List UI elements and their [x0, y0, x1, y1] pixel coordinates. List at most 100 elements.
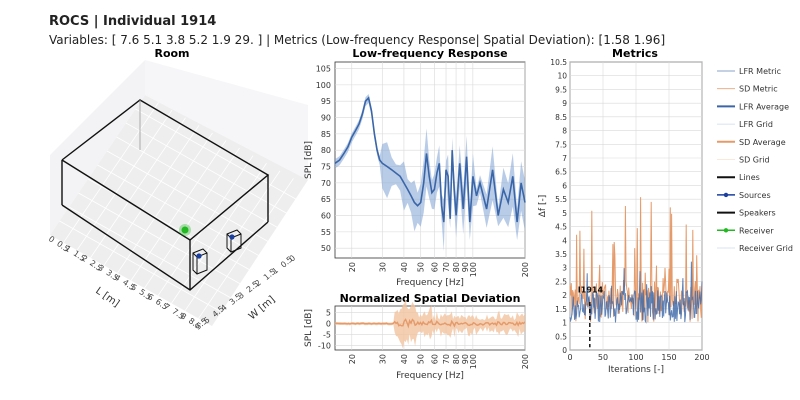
sd-ylabel: SPL [dB]: [304, 309, 314, 347]
lfr-y-tick: 90: [321, 114, 331, 123]
lfr-y-tick: 105: [316, 65, 331, 74]
sd-x-tick: 70: [442, 354, 451, 364]
lfr-xlabel: Frequency [Hz]: [396, 278, 464, 288]
room-y-tick: 5: [202, 315, 212, 325]
lfr-x-tick: 90: [461, 262, 470, 272]
lfr-x-tick: 50: [417, 262, 426, 272]
sd-title: Normalized Spatial Deviation: [340, 292, 521, 305]
source-marker-2: [229, 234, 235, 240]
sd-y-tick: -10: [318, 342, 331, 351]
lfr-x-tick: 20: [348, 262, 357, 272]
legend-marker: [723, 228, 729, 233]
legend-item-label: Sources: [739, 191, 771, 200]
room-back-wall-right: [145, 60, 308, 180]
sd-x-tick: 40: [400, 354, 409, 364]
sd-x-tick: 200: [521, 354, 530, 369]
legend-item-label: LFR Grid: [739, 120, 773, 129]
metrics-y-tick: 3: [562, 264, 567, 273]
metrics-x-tick: 150: [661, 353, 676, 362]
metrics-y-tick: 7.5: [555, 140, 567, 149]
metrics-y-tick: 10.5: [550, 58, 567, 67]
lfr-x-tick: 40: [400, 262, 409, 272]
lfr-grid-band: [335, 94, 525, 252]
legend-item-label: SD Average: [739, 138, 786, 147]
metrics-y-ticks: 0 0.5 1 1.5 2 2.5 3 3.5 4 4.5 5 5.5 6 6.5 7 7.5 8 8.5 9 9.5…: [550, 58, 567, 355]
metrics-y-tick: 9: [562, 99, 567, 108]
sd-x-tick: 100: [469, 354, 478, 369]
sd-y-tick: -5: [323, 331, 331, 340]
metrics-y-tick: 7: [562, 154, 567, 163]
sd-plot[interactable]: Normalized Spatial Deviation 5 0 -5 -10 20 3…: [304, 292, 530, 381]
metrics-y-tick: 5.5: [555, 195, 567, 204]
lfr-y-tick: 100: [316, 81, 331, 90]
lfr-plot[interactable]: Low-frequency Response 50 55 60 65 70 75 80 85 9…: [304, 47, 530, 288]
metrics-y-tick: 5: [562, 209, 567, 218]
lfr-metric-line: [569, 261, 703, 324]
lfr-title: Low-frequency Response: [352, 47, 507, 60]
metrics-ylabel: Δf [-]: [538, 195, 548, 217]
sd-y-ticks: 5 0 -5 -10: [318, 309, 331, 351]
lfr-x-tick: 100: [469, 262, 478, 277]
metrics-x-tick: 0: [567, 353, 572, 362]
metrics-x-tick: 50: [598, 353, 608, 362]
legend-item-label: Receiver Grid: [739, 244, 793, 253]
metrics-y-tick: 6.5: [555, 168, 567, 177]
room-x-tick: 8: [179, 311, 188, 321]
room-x-tick: 2: [80, 254, 89, 264]
sd-x-tick: 90: [461, 354, 470, 364]
metrics-y-tick: 0.5: [555, 332, 567, 341]
lfr-y-ticks: 50 55 60 65 70 75 80 85 90 95 100 105: [316, 65, 331, 254]
sd-average-line: [334, 318, 526, 329]
sd-x-tick: 20: [348, 354, 357, 364]
receiver-marker: [181, 226, 189, 234]
metrics-x-tick: 100: [628, 353, 643, 362]
sd-y-tick: 0: [326, 320, 331, 329]
room-y-tick: 1: [270, 266, 280, 276]
sd-x-tick: 60: [430, 354, 439, 364]
legend-item-label: SD Metric: [739, 85, 778, 94]
room-x-tick: 5: [129, 283, 138, 293]
lfr-y-tick: 60: [321, 212, 331, 221]
individual-marker-label: I1914: [578, 285, 604, 294]
room-y-tick: 2: [253, 278, 263, 288]
room-3d-plot[interactable]: Room 00.511.522.533.544.555.566.577.: [47, 47, 308, 332]
metrics-x-tick: 200: [694, 353, 709, 362]
room-y-tick: 0: [288, 253, 298, 263]
legend-item-label: Lines: [739, 173, 760, 182]
metrics-plot[interactable]: Metrics I1914 0 0.5 1 1.5 2 2.5 3 3.5 4 4.5 5 5.5 6 6…: [538, 47, 710, 375]
metrics-xlabel: Iterations [-]: [608, 365, 664, 375]
legend-marker: [723, 192, 729, 198]
room-title: Room: [154, 47, 189, 60]
metrics-y-tick: 8: [562, 127, 567, 136]
room-ylabel: W [m]: [247, 294, 278, 322]
metrics-y-tick: 0: [562, 346, 567, 355]
lfr-y-tick: 95: [321, 97, 331, 106]
lfr-frame: [334, 61, 526, 259]
lfr-y-tick: 75: [321, 163, 331, 172]
metrics-y-tick: 1: [562, 319, 567, 328]
metrics-y-tick: 4: [562, 236, 567, 245]
metrics-y-tick: 9.5: [555, 85, 567, 94]
sd-y-tick: 5: [326, 309, 331, 318]
lfr-y-tick: 55: [321, 228, 331, 237]
lfr-x-tick: 70: [442, 262, 451, 272]
metrics-y-tick: 2: [562, 291, 567, 300]
speaker-1: [192, 248, 208, 275]
room-y-tick: 4: [219, 303, 229, 313]
sd-grid-band: [335, 299, 525, 349]
lfr-y-tick: 85: [321, 130, 331, 139]
room-x-tick: 4: [113, 273, 122, 283]
legend-item-label: SD Grid: [739, 156, 770, 165]
room-x-tick: 1: [63, 244, 72, 254]
lfr-x-tick: 30: [378, 262, 387, 272]
sd-x-tick: 30: [378, 354, 387, 364]
legend[interactable]: LFR Metric SD Metric LFR Average LFR Grid SD…: [717, 67, 793, 253]
variables-line: Variables: [ 7.6 5.1 3.8 5.2 1.9 29. ] |…: [49, 33, 666, 47]
room-x-tick: 7: [162, 302, 171, 312]
room-x-tick: 0: [47, 234, 56, 244]
lfr-y-tick: 80: [321, 146, 331, 155]
metrics-y-tick: 3.5: [555, 250, 567, 259]
